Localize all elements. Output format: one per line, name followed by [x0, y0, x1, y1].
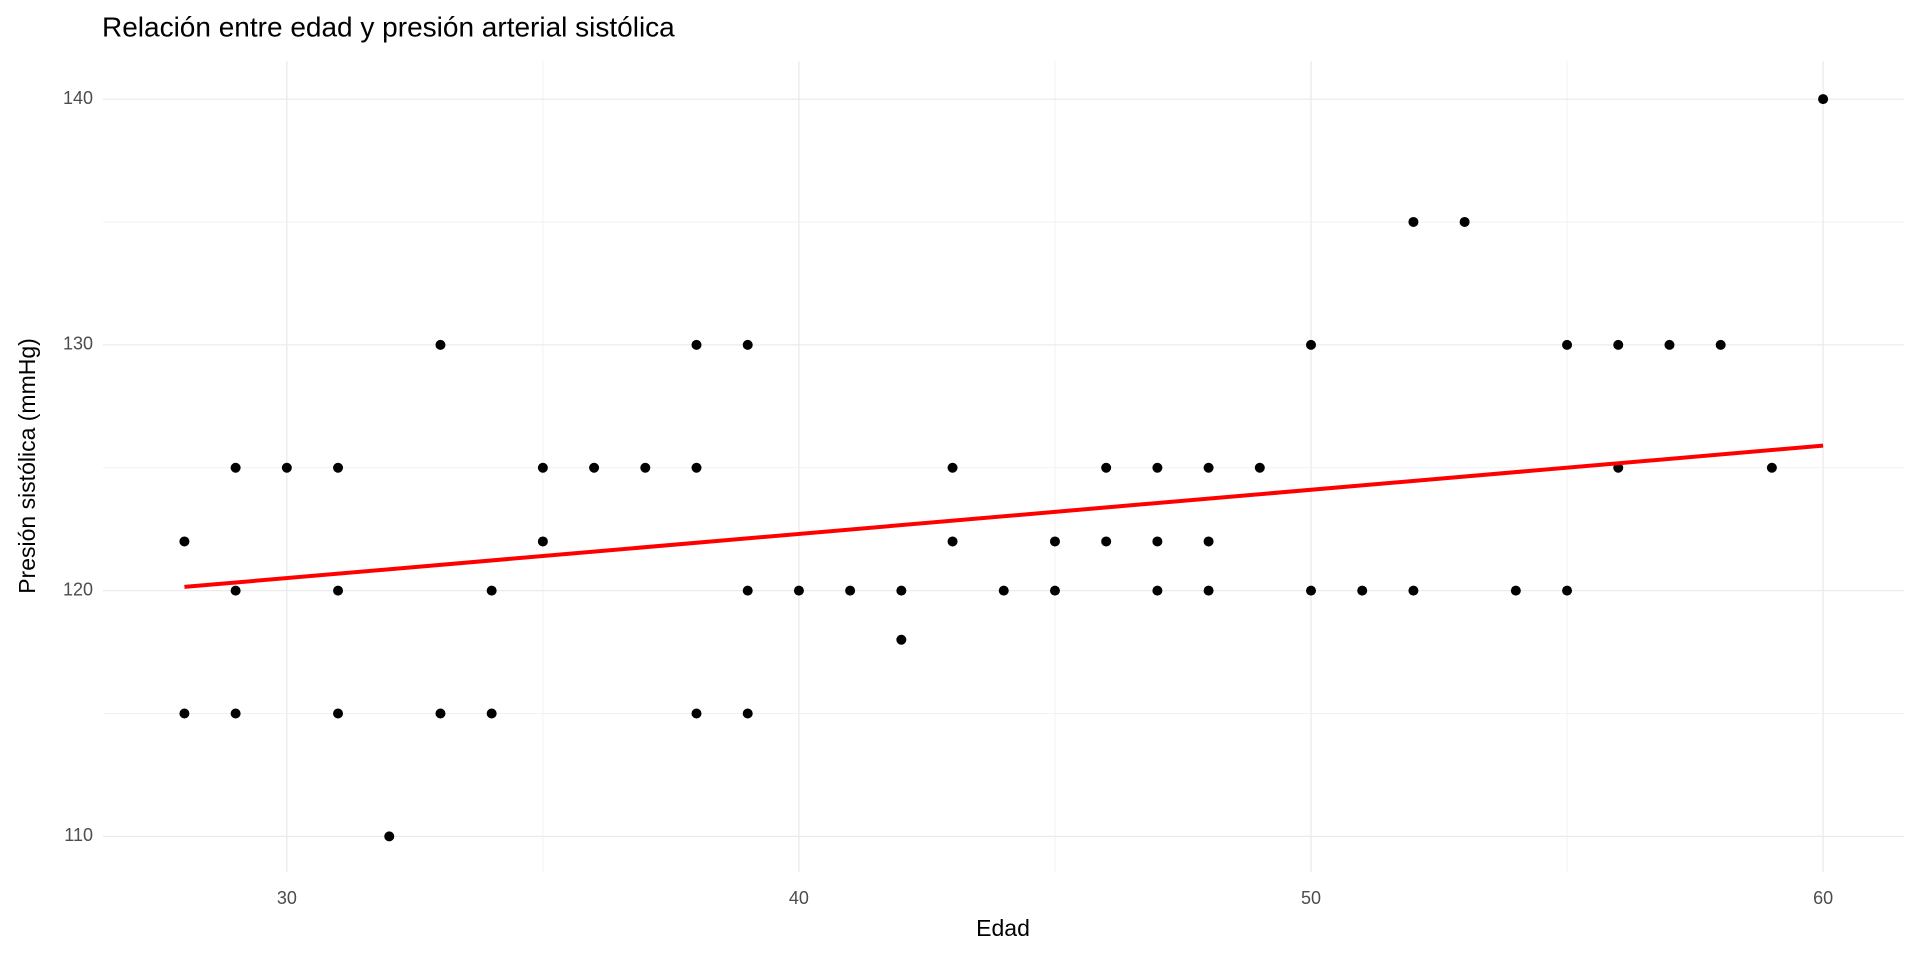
point [179, 708, 190, 719]
y-tick-label: 130 [63, 334, 93, 354]
point [435, 708, 446, 719]
point [1562, 585, 1573, 596]
point [1766, 462, 1777, 473]
x-axis-title: Edad [976, 915, 1030, 941]
point [1101, 462, 1112, 473]
point [742, 339, 753, 350]
x-tick-label: 30 [277, 888, 297, 908]
point [281, 462, 292, 473]
point [845, 585, 856, 596]
point [1101, 536, 1112, 547]
point [896, 585, 907, 596]
point [1818, 94, 1829, 105]
point [691, 462, 702, 473]
point [1203, 462, 1214, 473]
point [691, 339, 702, 350]
point [1306, 585, 1317, 596]
x-tick-label: 60 [1813, 888, 1833, 908]
point [742, 708, 753, 719]
point [1049, 536, 1060, 547]
point [589, 462, 600, 473]
point [947, 462, 958, 473]
point [998, 585, 1009, 596]
point [1613, 339, 1624, 350]
point [1562, 339, 1573, 350]
point [537, 462, 548, 473]
point [793, 585, 804, 596]
y-tick-label: 120 [63, 579, 93, 599]
point [640, 462, 651, 473]
point [537, 536, 548, 547]
point [230, 585, 241, 596]
point [1152, 585, 1163, 596]
point [333, 585, 344, 596]
point [1715, 339, 1726, 350]
point [1203, 536, 1214, 547]
point [333, 462, 344, 473]
point [486, 585, 497, 596]
point [230, 708, 241, 719]
point [435, 339, 446, 350]
point [1459, 216, 1470, 227]
point [691, 708, 702, 719]
x-tick-label: 40 [789, 888, 809, 908]
point [1357, 585, 1368, 596]
point [1510, 585, 1521, 596]
point [896, 634, 907, 645]
point [1254, 462, 1265, 473]
point [1408, 216, 1419, 227]
point [384, 831, 395, 842]
point [947, 536, 958, 547]
point [1408, 585, 1419, 596]
y-axis-title: Presión sistólica (mmHg) [14, 338, 40, 594]
y-tick-label: 140 [63, 88, 93, 108]
x-tick-label: 50 [1301, 888, 1321, 908]
point [179, 536, 190, 547]
point [1049, 585, 1060, 596]
trend-line [184, 443, 1824, 589]
chart-title: Relación entre edad y presión arterial s… [102, 11, 675, 42]
point [1664, 339, 1675, 350]
point [1203, 585, 1214, 596]
point [742, 585, 753, 596]
point [1152, 536, 1163, 547]
y-tick-label: 110 [64, 825, 93, 845]
point [333, 708, 344, 719]
point [1306, 339, 1317, 350]
point [230, 462, 241, 473]
point [1152, 462, 1163, 473]
point [486, 708, 497, 719]
